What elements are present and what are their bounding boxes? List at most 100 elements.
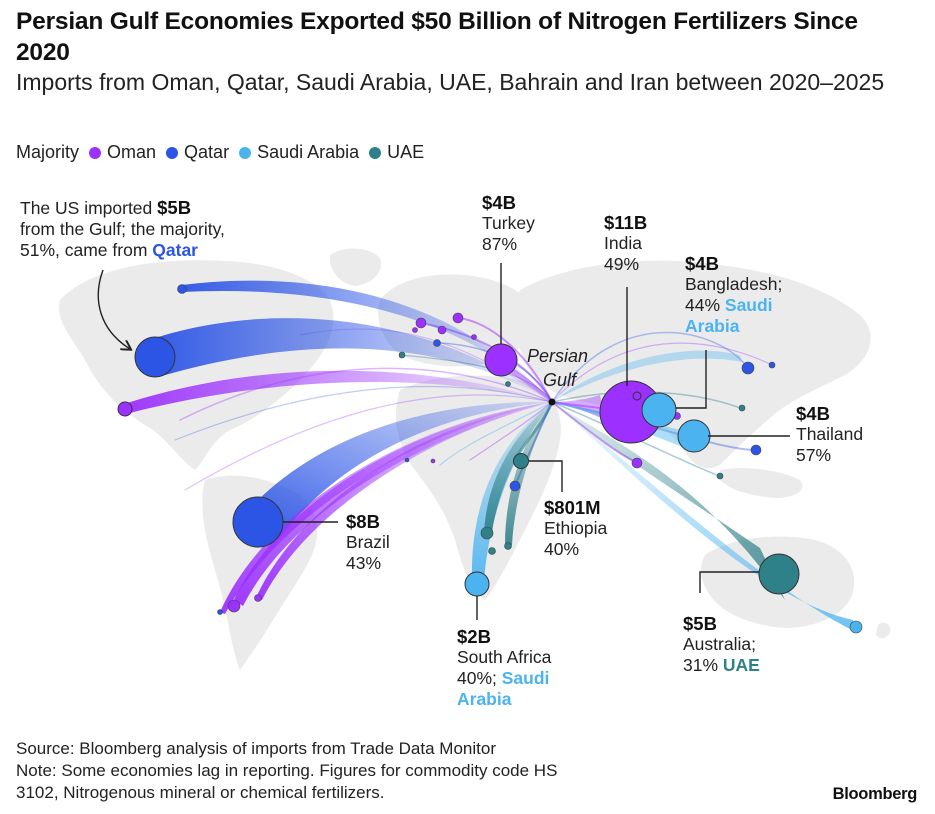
legend-item-uae: UAE [369, 142, 424, 163]
annotation-bangladesh-place: Bangladesh; [685, 274, 783, 294]
legend-item-qatar: Qatar [166, 142, 229, 163]
flow-line [184, 394, 553, 491]
destination-dot [471, 334, 477, 340]
annotation-us: The US imported $5B from the Gulf; the m… [20, 197, 225, 261]
destination-dot [404, 457, 410, 463]
annotation-brazil-value: $8B [346, 511, 380, 532]
annotation-south-africa-value: $2B [457, 626, 491, 647]
annotation-india: $11B India 49% [604, 212, 647, 275]
hub-persian-gulf [548, 398, 556, 406]
flow-mozambique-uae [484, 402, 552, 532]
greenland-land [329, 248, 382, 286]
annotation-turkey-share: 87% [482, 234, 518, 254]
annotation-south-africa-country-2: Arabia [457, 689, 512, 709]
flow-line [551, 391, 741, 409]
legend-item-saudi-arabia: Saudi Arabia [239, 142, 359, 163]
destination-dot [227, 599, 241, 613]
annotation-us-value: $5B [157, 197, 192, 218]
bubble-turkey [484, 343, 518, 377]
destination-dot [738, 404, 746, 412]
annotation-thailand-value: $4B [796, 403, 830, 424]
flow-line [551, 401, 721, 477]
annotation-bangladesh-value: $4B [685, 253, 719, 274]
major-destinations [117, 336, 800, 597]
destination-dot [849, 620, 863, 634]
annotation-thailand: $4B Thailand 57% [796, 403, 863, 466]
southeast-asia-islands-land [720, 468, 803, 498]
annotation-us-country: Qatar [152, 240, 198, 260]
legend-text-qatar: Qatar [184, 142, 230, 162]
annotation-australia-value: $5B [683, 613, 717, 634]
annotation-bangladesh-country-2: Arabia [685, 316, 740, 336]
flow-map: Persian Gulf [59, 248, 891, 670]
flow-mexico-oman [124, 370, 552, 414]
annotation-australia-country: UAE [722, 655, 760, 675]
destination-dot [452, 312, 464, 324]
annotation-bangladesh-share: 44% [685, 295, 725, 315]
asia-land [515, 260, 871, 469]
new-zealand-land [876, 622, 891, 639]
legend-label: Majority [16, 142, 80, 162]
annotation-india-share: 49% [604, 254, 640, 274]
leader-bangladesh [676, 350, 707, 409]
annotation-ethiopia-value: $801M [544, 497, 601, 518]
bubble-brazil [232, 496, 284, 548]
destination-dot [437, 325, 447, 335]
leader-us [97, 269, 130, 349]
bubble-india-inner [632, 391, 642, 401]
chart-title: Persian Gulf Economies Exported $50 Bill… [16, 8, 858, 66]
flow-us-west-qatar [182, 280, 552, 402]
flow-south-africa-saudi [471, 402, 552, 580]
destination-dot [433, 339, 441, 347]
destination-dot [505, 381, 511, 387]
bubble-australia [758, 553, 800, 595]
flow-east-asia-saudi [552, 350, 742, 402]
destination-dot [768, 361, 776, 369]
legend-text-saudi-arabia: Saudi Arabia [257, 142, 360, 162]
annotation-bangladesh-country-1: Saudi [724, 295, 773, 315]
minor-destinations [177, 284, 863, 634]
annotation-us-line2: from the Gulf; the majority, [20, 219, 225, 239]
annotation-us-line3: 51%, came from [20, 240, 153, 260]
annotation-turkey-place: Turkey [482, 213, 535, 233]
bubble-us [134, 336, 176, 378]
flow-us-qatar [158, 318, 552, 402]
destination-dot [750, 444, 762, 456]
annotation-us-text: The US imported $5B [20, 197, 192, 218]
bubble-thailand [677, 419, 711, 453]
annotation-turkey: $4B Turkey 87% [482, 192, 535, 255]
annotation-south-africa-share: 40%; [457, 668, 502, 688]
annotation-us-line1: The US imported [20, 198, 158, 218]
destination-dot [217, 609, 223, 615]
legend-text-uae: UAE [387, 142, 425, 162]
bubble-bangladesh [641, 392, 677, 428]
flow-india-oman [552, 395, 605, 420]
annotation-brazil-place: Brazil [346, 532, 390, 552]
annotation-ethiopia: $801M Ethiopia 40% [544, 497, 607, 560]
destination-dot [254, 594, 262, 602]
annotation-ethiopia-place: Ethiopia [544, 518, 608, 538]
destination-dot [480, 526, 494, 540]
flow-tanzania-uae [505, 402, 552, 545]
legend-swatch-uae [369, 146, 382, 159]
annotation-thailand-share: 57% [796, 445, 832, 465]
annotation-south-africa-place: South Africa [457, 647, 552, 667]
leader-lines [97, 263, 790, 620]
destination-dot [716, 472, 724, 480]
hub-label-line1: Persian [527, 346, 588, 366]
annotation-brazil: $8B Brazil 43% [346, 511, 390, 574]
destination-dot [415, 317, 427, 329]
legend-item-oman: Oman [89, 142, 156, 163]
legend-swatch-qatar [166, 146, 179, 159]
leader-australia [699, 571, 759, 593]
annotation-australia-share: 31% [683, 655, 723, 675]
footnote: Source: Bloomberg analysis of imports fr… [16, 738, 557, 804]
destination-dot [509, 480, 521, 492]
destination-dot [488, 547, 496, 555]
annotation-brazil-share: 43% [346, 553, 382, 573]
annotation-india-value: $11B [604, 212, 648, 233]
bubble-ethiopia [513, 453, 529, 469]
bloomberg-logo: Bloomberg [832, 785, 918, 803]
annotation-ethiopia-share: 40% [544, 539, 580, 559]
legend-swatch-oman [89, 146, 102, 159]
